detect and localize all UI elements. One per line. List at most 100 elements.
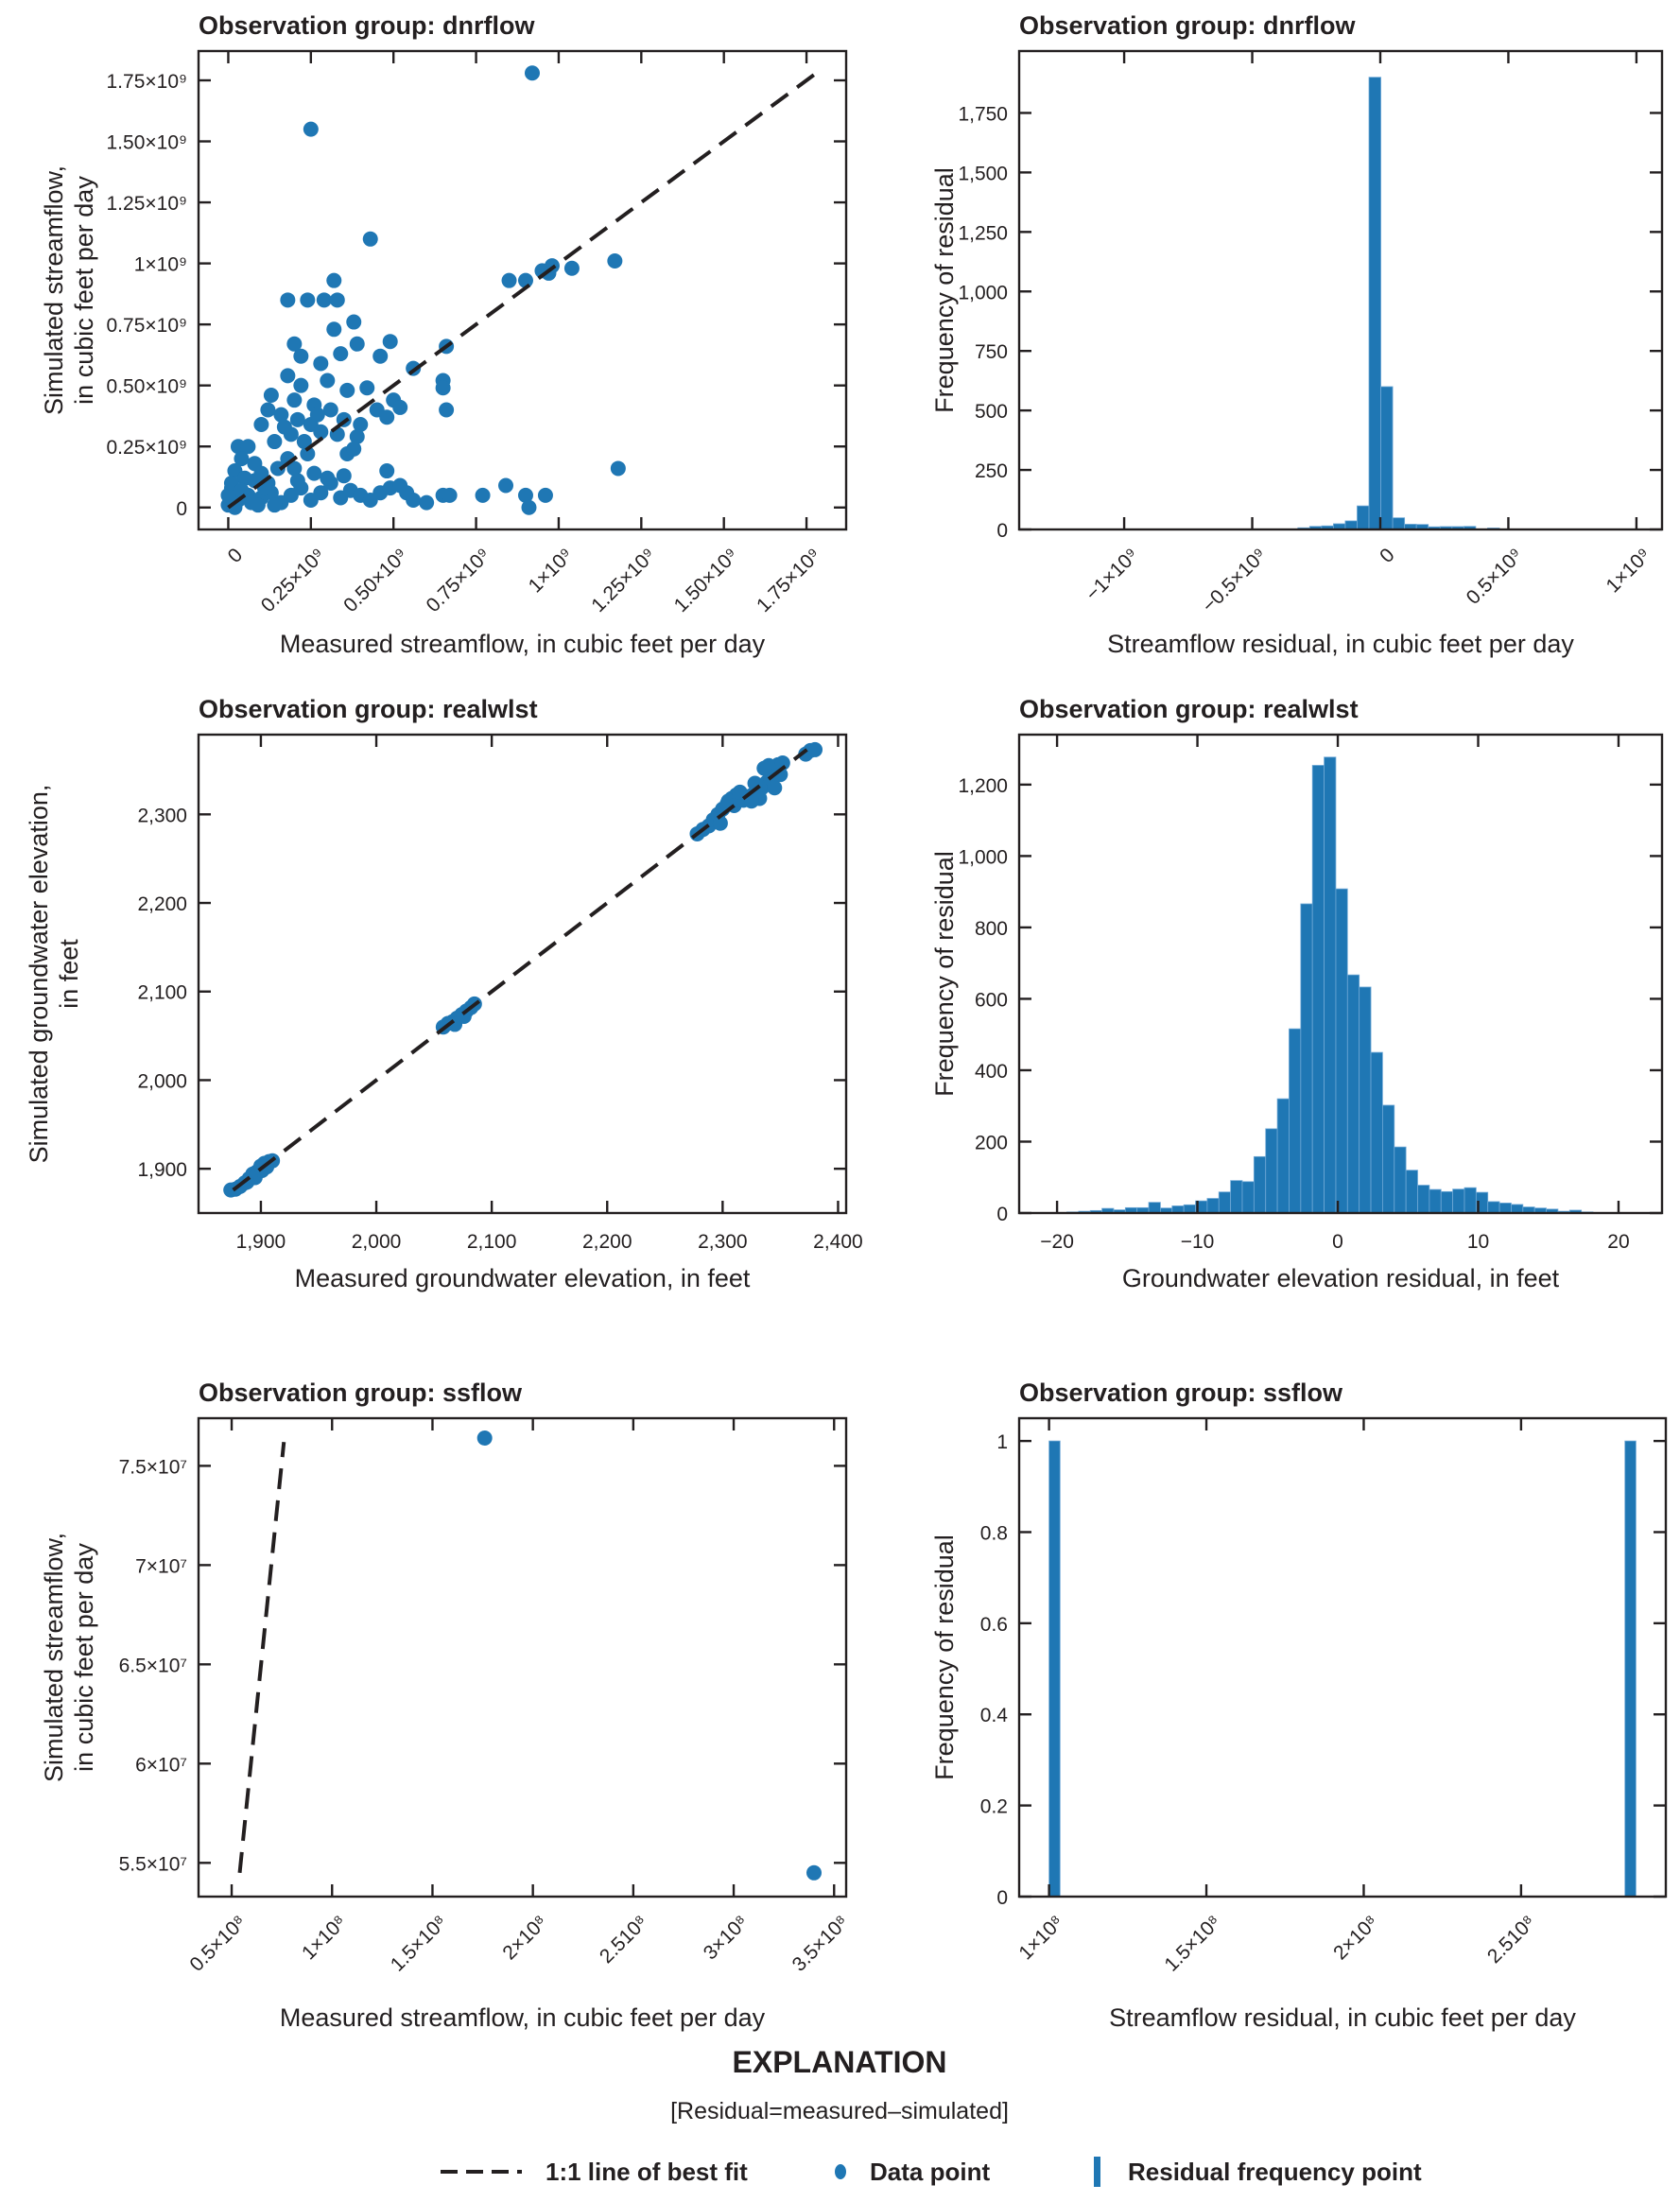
explanation-legend: EXPLANATION [Residual=measured–simulated… (441, 2045, 1422, 2187)
histogram-bar (1440, 1190, 1454, 1214)
histogram-bar (1183, 1204, 1196, 1214)
data-point (756, 760, 772, 776)
x-tick-label: 2,400 (813, 1231, 863, 1253)
data-point (306, 465, 322, 481)
y-tick-label: 1×10⁹ (134, 254, 187, 276)
plot-frame (197, 49, 848, 531)
y-tick-label: 7×10⁷ (135, 1555, 187, 1577)
data-point (607, 253, 623, 269)
data-point (382, 334, 398, 350)
x-axis: −20 −10 0 10 20 (1040, 735, 1630, 1253)
data-point (280, 368, 296, 384)
data-point (300, 292, 316, 308)
data-point (313, 485, 329, 501)
x-tick-label: 0 (1376, 544, 1399, 567)
dot-icon (835, 2164, 846, 2179)
y-axis-title: Simulated groundwater elevation, (25, 785, 53, 1164)
data-point (293, 377, 309, 393)
data-point (712, 815, 728, 831)
legend-item-fit-line: 1:1 line of best fit (441, 2158, 748, 2186)
x-tick-label: 1.5×10⁸ (1160, 1911, 1224, 1975)
y-tick-label: 2,200 (137, 893, 187, 915)
data-point (353, 416, 369, 432)
x-tick-label: 0 (224, 544, 248, 567)
y-tick-label: 750 (975, 341, 1008, 363)
data-point (267, 434, 283, 450)
y-axis-title: in cubic feet per day (70, 176, 98, 405)
x-tick-label: 2×10⁸ (498, 1911, 551, 1964)
histogram-bar (1392, 517, 1406, 530)
y-tick-label: 0 (176, 498, 187, 520)
y-tick-label: 1,250 (958, 222, 1008, 244)
plot-title: Observation group: realwlst (1019, 695, 1359, 723)
plot-frame (1017, 49, 1664, 531)
data-point (501, 272, 517, 288)
y-tick-label: 400 (975, 1061, 1008, 1083)
y-tick-label: 0 (996, 520, 1008, 542)
y-tick-label: 6.5×10⁷ (119, 1655, 187, 1676)
plot-title: Observation group: dnrflow (199, 11, 535, 40)
histogram-bar (1148, 1202, 1161, 1214)
data-point (240, 439, 256, 455)
y-tick-label: 200 (975, 1132, 1008, 1153)
y-axis: 5.5×10⁷ 6×10⁷ 6.5×10⁷ 7×10⁷ 7.5×10⁷ (119, 1456, 846, 1875)
x-tick-label: 2,200 (582, 1231, 632, 1253)
data-point (316, 292, 332, 308)
histogram-bars (1048, 1440, 1637, 1898)
x-tick-label: 1,900 (236, 1231, 286, 1253)
data-point (537, 487, 553, 503)
histogram-bar (1417, 1185, 1430, 1214)
histogram-bar (1498, 1203, 1512, 1214)
y-tick-label: 0.2 (980, 1796, 1008, 1818)
data-point (234, 482, 250, 498)
histogram-bar (1405, 1170, 1418, 1214)
data-point (322, 402, 338, 418)
one-to-one-fit-line (237, 1441, 286, 1874)
histogram-bar (1265, 1128, 1278, 1214)
data-point (610, 460, 626, 477)
data-point (372, 348, 389, 364)
data-point (329, 292, 345, 308)
histogram-bar (1335, 888, 1348, 1214)
data-points (476, 1430, 823, 1881)
data-point (320, 470, 336, 486)
data-point (435, 380, 451, 396)
histogram-bar (1487, 1201, 1500, 1214)
y-tick-label: 1,500 (958, 163, 1008, 184)
data-point (774, 754, 790, 771)
histogram-bars (1066, 756, 1594, 1214)
data-point (313, 355, 329, 372)
x-tick-label: 2.510⁸ (1483, 1911, 1540, 1968)
plot-title: Observation group: ssflow (1019, 1378, 1343, 1407)
histogram-bars (1297, 77, 1512, 530)
data-point (293, 348, 309, 364)
y-tick-label: 1.25×10⁹ (107, 193, 188, 215)
legend-label-fit-line: 1:1 line of best fit (546, 2158, 748, 2186)
x-axis-title: Measured streamflow, in cubic feet per d… (280, 2003, 766, 2032)
x-tick-label: 1×10⁹ (525, 544, 578, 597)
histogram-bar (1206, 1198, 1220, 1214)
plot-frame (1017, 1416, 1668, 1899)
x-tick-label: 2,300 (698, 1231, 748, 1253)
x-axis-title: Streamflow residual, in cubic feet per d… (1107, 630, 1574, 658)
y-tick-label: 0.6 (980, 1614, 1008, 1636)
y-axis: 0 250 500 750 1,000 1,250 1,500 1,750 (958, 103, 1662, 542)
x-tick-label: 1.50×10⁹ (670, 544, 743, 616)
y-tick-label: 1 (996, 1431, 1008, 1453)
histogram-bar (1359, 986, 1372, 1214)
data-point (286, 392, 303, 408)
y-tick-label: 0.50×10⁹ (107, 376, 188, 398)
data-point (362, 231, 378, 247)
y-axis: 0 0.2 0.4 0.6 0.8 1 (980, 1431, 1666, 1909)
data-point (296, 434, 312, 450)
data-point (563, 260, 580, 276)
y-tick-label: 1,000 (958, 282, 1008, 303)
histogram-bar (1394, 1146, 1407, 1214)
data-point (419, 494, 435, 511)
x-tick-label: −1×10⁹ (1082, 544, 1143, 605)
y-axis-title: in feet (55, 939, 83, 1009)
data-point (379, 463, 395, 479)
data-point (517, 272, 533, 288)
histogram-bar (1370, 1051, 1383, 1214)
histogram-bar (1452, 1188, 1465, 1214)
